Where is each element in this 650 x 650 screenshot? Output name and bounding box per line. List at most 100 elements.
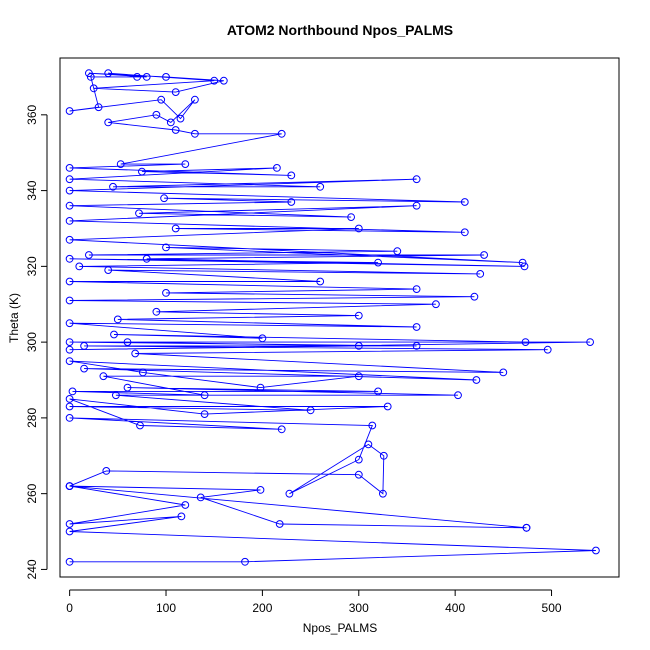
data-point (171, 126, 180, 134)
data-point (379, 489, 387, 498)
data-point (65, 414, 74, 422)
data-point (171, 88, 180, 96)
y-tick-label: 320 (25, 256, 39, 276)
data-point (393, 247, 402, 256)
data-point (480, 251, 489, 259)
x-tick-label: 400 (445, 601, 465, 615)
data-point (162, 243, 170, 252)
x-tick-label: 0 (66, 601, 73, 615)
data-point (277, 129, 286, 138)
data-point (476, 270, 485, 278)
data-point (131, 349, 140, 358)
data-point (432, 300, 440, 309)
data-point (110, 330, 118, 339)
x-tick-label: 200 (252, 601, 272, 615)
data-point (104, 69, 113, 78)
data-point (65, 402, 74, 411)
data-point (210, 76, 219, 85)
data-point (177, 512, 186, 521)
x-tick-label: 500 (542, 601, 562, 615)
data-point (200, 391, 209, 400)
data-point (176, 114, 185, 123)
data-point (379, 451, 388, 460)
data-point (139, 368, 147, 377)
data-point (460, 198, 469, 206)
data-point (162, 73, 170, 81)
data-point (99, 372, 108, 381)
data-point (157, 95, 166, 104)
data-point (113, 315, 122, 324)
data-point (65, 296, 74, 305)
data-point (412, 342, 421, 350)
data-point (454, 391, 462, 400)
data-point (364, 440, 373, 449)
data-point (412, 323, 421, 331)
data-point (102, 467, 111, 475)
data-point (142, 73, 151, 81)
data-point (196, 493, 205, 502)
y-axis-label: Theta (K) (7, 293, 21, 343)
data-point (499, 368, 508, 377)
data-point (354, 224, 363, 233)
data-point (65, 395, 74, 403)
data-point (241, 557, 249, 566)
data-point (285, 489, 294, 498)
data-point (470, 292, 479, 301)
data-point (65, 338, 74, 347)
data-point (521, 338, 530, 347)
data-point (65, 254, 74, 263)
data-point (85, 69, 93, 78)
data-point (275, 520, 284, 528)
y-tick-label: 300 (25, 332, 39, 352)
data-point (80, 342, 88, 350)
data-point (287, 171, 296, 180)
data-point (273, 164, 281, 172)
data-point (89, 84, 98, 93)
data-point (65, 345, 74, 354)
data-point (374, 387, 383, 396)
data-point (256, 486, 265, 494)
data-point (162, 289, 170, 297)
data-point (65, 557, 74, 566)
data-point (191, 95, 199, 104)
data-point (306, 406, 315, 415)
data-point (94, 103, 103, 112)
data-point (123, 383, 132, 392)
data-point (104, 266, 113, 275)
data-point (354, 311, 363, 320)
data-point (75, 262, 84, 271)
data-point (65, 164, 74, 172)
data-point (412, 285, 421, 294)
data-point (65, 520, 74, 528)
data-point (316, 182, 325, 191)
data-point (65, 319, 74, 328)
y-tick-label: 360 (25, 104, 39, 124)
data-point (65, 201, 74, 210)
data-point (518, 258, 527, 267)
data-point (383, 402, 392, 411)
data-point (460, 228, 469, 237)
data-point (65, 277, 74, 286)
data-point (258, 334, 267, 343)
series-path (69, 72, 596, 563)
data-point (65, 217, 74, 225)
y-tick-label: 280 (25, 408, 39, 428)
data-point (65, 175, 74, 184)
x-axis: 0 100 200 300 400 500 (66, 589, 562, 615)
data-point (256, 383, 265, 392)
data-point (171, 224, 180, 233)
data-point (152, 307, 161, 316)
data-point (520, 262, 529, 271)
data-point (138, 167, 146, 176)
data-point (347, 213, 356, 222)
data-point (136, 421, 144, 430)
data-point (368, 421, 377, 430)
data-point (277, 425, 286, 434)
data-point (181, 160, 190, 169)
data-point (166, 118, 175, 127)
data-point (412, 201, 421, 210)
data-point (86, 73, 95, 81)
data-point (354, 455, 363, 464)
data-point (65, 235, 74, 244)
